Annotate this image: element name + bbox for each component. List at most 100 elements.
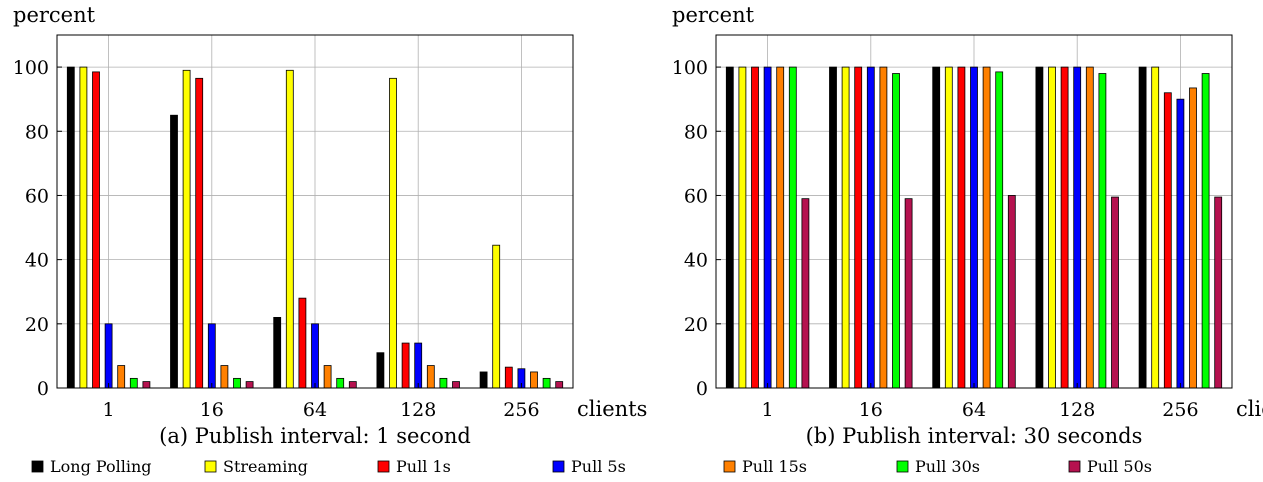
x-tick-label: 64 (303, 399, 327, 421)
bar-pull-1s-256 (504, 366, 513, 389)
bar-pull-15s-64 (982, 66, 991, 389)
y-tick-label: 100 (13, 57, 49, 79)
legend-label: Pull 50s (1087, 457, 1152, 476)
bar-pull-15s-128 (426, 365, 435, 389)
bar-pull-50s-64 (348, 381, 357, 389)
bar-pull-50s-256 (1214, 196, 1223, 389)
bar-streaming-1 (738, 66, 747, 389)
bar-long-polling-128 (1035, 66, 1044, 389)
bar-pull-50s-1 (801, 198, 810, 389)
y-tick-label: 0 (696, 378, 708, 400)
bar-pull-1s-1 (751, 66, 759, 389)
bar-long-polling-64 (273, 316, 282, 389)
bar-pull-5s-16 (207, 323, 216, 389)
bar-long-polling-16 (170, 114, 178, 389)
bar-pull-30s-128 (439, 377, 448, 389)
x-tick-label: 64 (962, 399, 986, 421)
y-tick-label: 40 (684, 250, 708, 272)
bar-streaming-64 (944, 66, 953, 389)
y-tick-label: 60 (684, 185, 708, 207)
bar-pull-30s-256 (542, 377, 551, 389)
x-tick-label: 256 (503, 399, 539, 421)
legend: Long Polling Streaming Pull 1s Pull 5s Pull … (31, 457, 1152, 476)
x-tick-label: 128 (400, 399, 436, 421)
legend-swatch-pull-50s (1068, 460, 1081, 473)
bar-pull-15s-256 (1189, 87, 1197, 389)
bar-long-polling-128 (376, 352, 385, 389)
legend-label: Pull 5s (571, 457, 626, 476)
legend-label: Long Polling (50, 457, 152, 476)
bar-long-polling-1 (725, 66, 734, 389)
bar-pull-1s-128 (1060, 66, 1069, 389)
bar-pull-50s-16 (245, 381, 254, 389)
bar-pull-30s-64 (995, 71, 1004, 389)
legend-swatch-pull-30s (896, 460, 909, 473)
chart-caption: (b) Publish interval: 30 seconds (806, 424, 1143, 448)
bar-pull-50s-256 (555, 381, 564, 389)
bar-pull-30s-64 (336, 377, 345, 389)
bar-pull-5s-64 (970, 66, 978, 389)
bar-pull-1s-1 (92, 71, 100, 389)
x-tick-label: 256 (1162, 399, 1198, 421)
bar-streaming-256 (1151, 66, 1160, 389)
bar-pull-1s-256 (1163, 92, 1172, 389)
bar-pull-30s-16 (233, 377, 241, 389)
bar-pull-30s-16 (892, 73, 900, 389)
bar-long-polling-1 (66, 66, 75, 389)
bar-streaming-128 (389, 77, 397, 389)
bar-pull-50s-128 (452, 381, 460, 389)
chart-panel-0: 0 20 40 60 80 100 1 16 64 128 256 percent clients (a)… (13, 3, 648, 448)
y-axis-label: percent (13, 3, 96, 27)
bar-pull-15s-256 (530, 371, 538, 389)
legend-swatch-pull-15s (723, 460, 736, 473)
bar-pull-1s-64 (957, 66, 966, 389)
bar-pull-15s-16 (220, 365, 229, 389)
x-tick-label: 1 (103, 399, 115, 421)
legend-label: Streaming (223, 457, 308, 476)
bar-streaming-64 (285, 69, 294, 389)
y-tick-label: 100 (672, 57, 708, 79)
bar-pull-50s-128 (1111, 196, 1119, 389)
bar-pull-15s-16 (879, 66, 888, 389)
x-tick-label: 16 (859, 399, 883, 421)
y-tick-label: 0 (37, 378, 49, 400)
bar-pull-30s-256 (1201, 73, 1210, 389)
bar-pull-15s-1 (776, 66, 785, 389)
x-tick-label: 128 (1059, 399, 1095, 421)
bar-pull-15s-1 (117, 365, 126, 389)
y-tick-label: 40 (25, 250, 49, 272)
x-tick-label: 16 (200, 399, 224, 421)
bar-pull-1s-16 (195, 77, 204, 389)
bar-pull-15s-64 (323, 365, 332, 389)
x-tick-label: 1 (762, 399, 774, 421)
bar-pull-5s-128 (414, 342, 423, 389)
bar-pull-50s-16 (904, 198, 913, 389)
bar-pull-1s-16 (854, 66, 863, 389)
bar-pull-5s-128 (1073, 66, 1082, 389)
y-tick-label: 80 (684, 121, 708, 143)
x-axis-label: clients (1236, 397, 1263, 421)
bar-long-polling-64 (932, 66, 941, 389)
bar-pull-5s-16 (866, 66, 875, 389)
bar-pull-1s-64 (298, 297, 307, 389)
legend-swatch-pull-1s (377, 460, 390, 473)
bar-pull-5s-1 (763, 66, 772, 389)
bar-long-polling-16 (829, 66, 837, 389)
legend-swatch-streaming (204, 460, 217, 473)
legend-swatch-pull-5s (552, 460, 565, 473)
bar-pull-15s-128 (1085, 66, 1094, 389)
bar-pull-50s-64 (1007, 195, 1016, 389)
chart-panel-1: 0 20 40 60 80 100 1 16 64 128 256 percent clients (b)… (672, 3, 1263, 448)
legend-label: Pull 15s (742, 457, 807, 476)
x-axis-label: clients (577, 397, 647, 421)
bar-pull-1s-128 (401, 342, 410, 389)
bar-pull-30s-128 (1098, 73, 1107, 389)
bar-long-polling-256 (479, 371, 488, 389)
bar-pull-30s-1 (788, 66, 797, 389)
bar-streaming-16 (182, 69, 191, 389)
bar-pull-30s-1 (129, 377, 138, 389)
bar-pull-5s-256 (1176, 98, 1185, 389)
y-tick-label: 80 (25, 121, 49, 143)
bar-streaming-256 (492, 244, 501, 389)
